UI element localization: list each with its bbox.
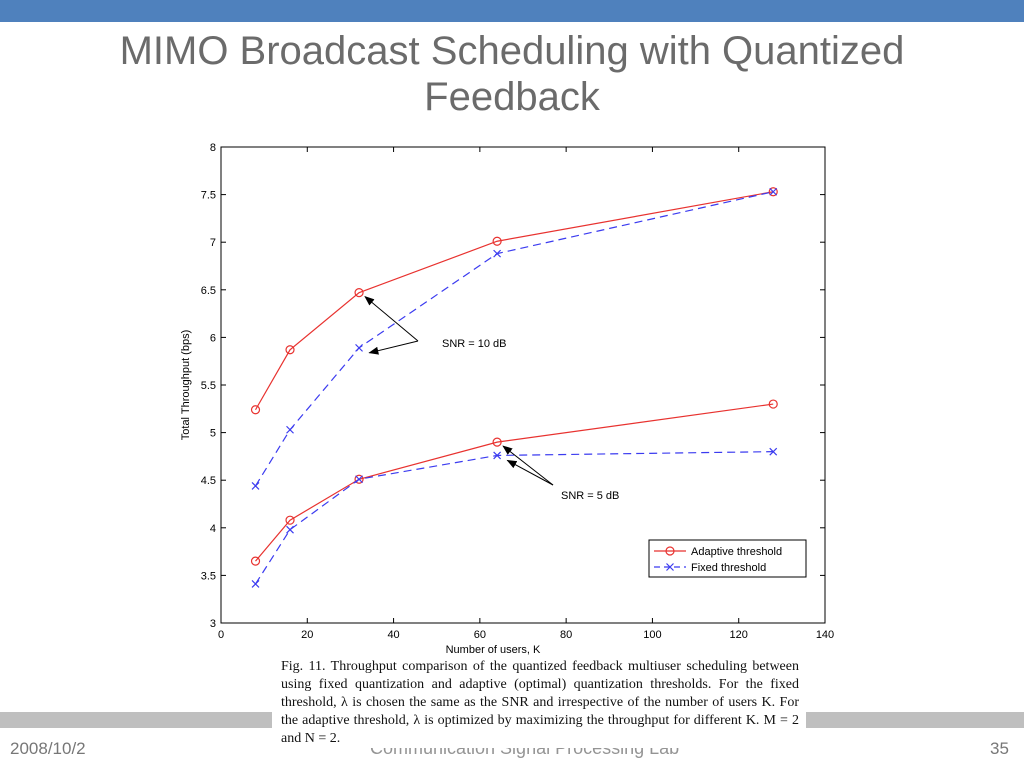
x-tick-label: 100: [643, 629, 661, 641]
y-tick-label: 3: [210, 618, 216, 630]
x-tick-label: 140: [816, 629, 834, 641]
data-point: [492, 236, 502, 246]
data-point: [285, 345, 295, 355]
annotation-label: SNR = 5 dB: [561, 490, 619, 502]
data-point: [251, 481, 260, 490]
footer-band-left: [0, 712, 272, 728]
y-tick-label: 6: [210, 332, 216, 344]
data-point: [251, 580, 260, 588]
y-tick-label: 7: [210, 237, 216, 249]
footer-band-right: [806, 712, 1024, 728]
x-axis-label: Number of users, K: [446, 644, 541, 656]
data-point: [355, 475, 363, 484]
top-accent-bar: [0, 0, 1024, 22]
series-line: [255, 191, 774, 487]
data-point: [493, 451, 502, 460]
legend-marker: [666, 563, 674, 571]
x-tick-label: 120: [730, 629, 748, 641]
y-axis-label: Total Throughput (bps): [180, 330, 192, 440]
x-tick-label: 0: [218, 629, 224, 641]
annotation-arrow: [364, 296, 419, 342]
data-point: [768, 187, 778, 197]
x-tick-label: 40: [387, 629, 399, 641]
annotation-arrow: [502, 445, 554, 486]
annotation-label: SNR = 10 dB: [442, 338, 507, 350]
data-point: [286, 425, 294, 434]
x-tick-label: 80: [560, 629, 572, 641]
data-point: [286, 525, 294, 534]
y-tick-label: 8: [210, 142, 216, 154]
y-tick-label: 5.5: [201, 380, 216, 392]
y-tick-label: 3.5: [201, 570, 216, 582]
data-point: [769, 447, 778, 456]
annotation-arrow: [506, 459, 554, 486]
throughput-chart: 0 20 40 60 80 100 120 140 3 3.5 4 4.5 5 5.5 6 6.5 7 7.5 8 N…: [180, 142, 834, 656]
legend-label: Adaptive threshold: [691, 546, 782, 558]
series-line: [255, 403, 774, 562]
y-tick-label: 5: [210, 428, 216, 440]
data-point: [250, 405, 261, 415]
y-tick-label: 6.5: [201, 285, 216, 297]
y-tick-label: 4: [210, 523, 216, 535]
legend-marker: [665, 546, 675, 556]
slide-title: MIMO Broadcast Scheduling with Quantized…: [119, 29, 905, 119]
annotation-arrow: [368, 340, 419, 355]
data-point: [769, 187, 778, 196]
data-point: [354, 474, 364, 484]
y-tick-label: 4.5: [201, 475, 216, 487]
series-line: [254, 191, 774, 411]
legend-label: Fixed threshold: [691, 562, 766, 574]
data-point: [493, 249, 502, 258]
data-point: [492, 437, 502, 447]
data-point: [285, 515, 295, 525]
data-point: [354, 288, 364, 298]
figure-caption: Fig. 11. Throughput comparison of the qu…: [281, 658, 799, 748]
x-tick-label: 60: [474, 629, 486, 641]
data-point: [250, 556, 261, 566]
data-point: [355, 343, 363, 352]
footer-date: 2008/10/2: [10, 739, 86, 758]
x-tick-label: 20: [301, 629, 313, 641]
data-point: [768, 399, 778, 409]
legend-box: [648, 539, 807, 578]
page-number: 35: [990, 739, 1009, 758]
y-tick-label: 7.5: [201, 190, 216, 202]
